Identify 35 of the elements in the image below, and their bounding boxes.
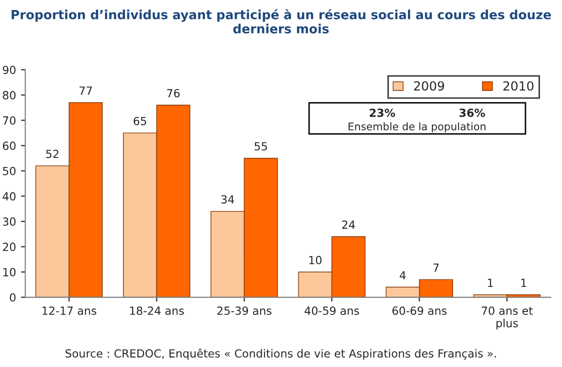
annotation: 36% bbox=[460, 108, 486, 117]
annotation: Ensemble de la population bbox=[348, 122, 486, 132]
y-tick-label: 50 bbox=[2, 166, 16, 176]
x-tick-label: 60-69 ans bbox=[392, 306, 447, 315]
legend-label: 2009 bbox=[414, 81, 444, 91]
data-label: 76 bbox=[167, 89, 180, 98]
x-tick-label: 70 ans et plus bbox=[482, 306, 533, 330]
y-tick-label: 80 bbox=[2, 90, 16, 100]
x-tick-label: 25-39 ans bbox=[217, 306, 272, 315]
data-label: 65 bbox=[134, 116, 146, 126]
data-label: 4 bbox=[400, 271, 406, 280]
y-tick-label: 30 bbox=[2, 217, 16, 226]
data-label: 34 bbox=[221, 195, 234, 204]
data-label: 52 bbox=[46, 150, 58, 158]
chart-title: Proportion d’individus ayant participé à un réseau social au cours des douze derniers mois bbox=[12, 9, 551, 34]
x-tick-label: 12-17 ans bbox=[42, 306, 96, 315]
y-tick-label: 10 bbox=[3, 268, 16, 276]
data-label: 24 bbox=[342, 220, 355, 229]
data-label: 10 bbox=[309, 256, 322, 264]
data-label: 77 bbox=[80, 86, 92, 95]
data-label: 55 bbox=[254, 142, 267, 151]
x-tick-label: 40-59 ans bbox=[304, 306, 359, 315]
y-tick-label: 70 bbox=[3, 116, 16, 125]
data-label: 1 bbox=[488, 278, 493, 287]
y-tick-label: 90 bbox=[2, 66, 16, 74]
data-label: 1 bbox=[521, 278, 526, 287]
y-tick-label: 20 bbox=[2, 242, 16, 252]
legend-label: 2010 bbox=[503, 81, 534, 91]
y-tick-label: 40 bbox=[2, 192, 16, 201]
annotation: 23% bbox=[370, 108, 396, 117]
y-tick-label: 0 bbox=[10, 293, 16, 302]
data-label: 7 bbox=[433, 264, 439, 272]
y-tick-label: 60 bbox=[2, 142, 16, 150]
source-note: Source : CREDOC, Enquêtes « Conditions de vie et Aspirations des Français ». bbox=[66, 348, 496, 360]
x-tick-label: 18-24 ans bbox=[130, 306, 184, 315]
